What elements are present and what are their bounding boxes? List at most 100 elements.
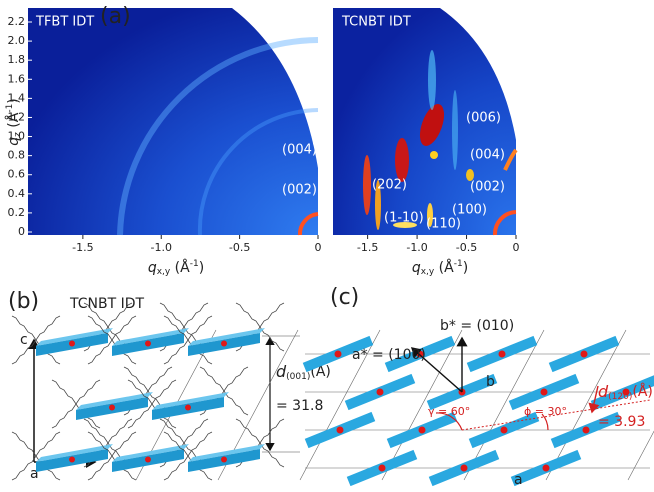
spot (466, 169, 474, 181)
side-chain (87, 431, 113, 457)
peak-label: (110) (426, 217, 461, 232)
axis-label: a (30, 466, 39, 482)
atom (500, 426, 508, 434)
peak-label: (004) (470, 148, 505, 163)
atom (145, 456, 151, 463)
atom (460, 464, 468, 472)
peak-label: (006) (466, 111, 501, 126)
molecule-top (76, 392, 153, 410)
atom (622, 388, 630, 396)
spacing-value: = 31.8 (276, 398, 323, 414)
y-tick-label: 2.2 (8, 15, 26, 28)
side-chain (83, 418, 109, 444)
side-chain (111, 431, 137, 457)
peak-label: (1-10) (384, 211, 424, 226)
atom (145, 340, 151, 347)
atom (580, 350, 588, 358)
panel-label: (a) (100, 4, 131, 29)
x-tick-label: -0.5 (229, 241, 250, 254)
side-chain (163, 315, 189, 341)
atom (540, 388, 548, 396)
side-chain (163, 431, 189, 457)
y-tick-label: 1.6 (8, 72, 26, 85)
molecule-top (188, 444, 265, 462)
spacing-label: d(120)(Å) (598, 382, 653, 402)
spot (375, 180, 381, 230)
side-chain (87, 339, 113, 365)
side-chain (35, 431, 61, 457)
angle-label: γ = 60° (428, 405, 470, 418)
side-chain (107, 302, 133, 328)
peak-label: (004) (282, 143, 317, 158)
molecule-top (36, 328, 113, 346)
peak-label: (202) (372, 178, 407, 193)
side-chain (111, 315, 137, 341)
atom (582, 426, 590, 434)
atom (376, 388, 384, 396)
image-title: TFBT IDT (35, 15, 94, 30)
side-chain (159, 302, 185, 328)
atom (336, 426, 344, 434)
spacing-value: = 3.93 (598, 414, 645, 430)
side-chain (83, 302, 109, 328)
molecule-top (36, 444, 113, 462)
spot (430, 151, 438, 159)
side-chain (11, 339, 37, 365)
side-chain (159, 418, 185, 444)
x-tick-label: -1.0 (151, 241, 172, 254)
b-star-label: b* = (010) (440, 318, 514, 334)
giwaxs-image-left (28, 8, 318, 235)
a-star-label: a* = (100) (352, 347, 426, 363)
side-chain (127, 379, 153, 405)
side-chain (187, 315, 213, 341)
side-chain (151, 379, 177, 405)
molecule-top (112, 444, 189, 462)
axis-label: a (514, 472, 523, 488)
atom (221, 456, 227, 463)
peak-label: (100) (452, 203, 487, 218)
angle-arc (435, 412, 463, 431)
x-tick-label: -1.5 (72, 241, 93, 254)
axis-label: c (20, 332, 28, 348)
atom (185, 404, 191, 411)
x-tick-label: -1.5 (357, 241, 378, 254)
side-chain (259, 418, 285, 444)
angle-arc (541, 413, 549, 431)
side-chain (35, 315, 61, 341)
atom (221, 340, 227, 347)
side-chain (51, 403, 77, 429)
atom (418, 426, 426, 434)
spot (419, 104, 445, 146)
atom (69, 340, 75, 347)
diffraction-peak (297, 212, 319, 236)
side-chain (123, 366, 149, 392)
x-axis-label: qx,y (Å-1) (148, 259, 204, 277)
image-title: TCNBT IDT (341, 15, 411, 30)
atom (498, 350, 506, 358)
y-tick-label: 0 (18, 225, 25, 238)
side-chain (259, 326, 285, 352)
side-chain (75, 379, 101, 405)
lattice-line (627, 430, 654, 481)
side-chain (11, 455, 37, 481)
side-chain (163, 339, 189, 365)
spot (428, 50, 436, 110)
y-axis-label: qz (Å-1) (5, 98, 23, 146)
side-chain (183, 418, 209, 444)
lattice-line (381, 329, 463, 481)
molecule-top (152, 392, 229, 410)
diffraction-spots (363, 50, 518, 236)
side-chain (223, 390, 249, 416)
side-chain (163, 455, 189, 481)
peak-label: (002) (470, 180, 505, 195)
spot (395, 138, 409, 182)
x-tick-label: 0 (513, 241, 520, 254)
spot (427, 203, 433, 227)
atom (378, 464, 386, 472)
x-tick-label: -1.0 (406, 241, 427, 254)
atom (109, 404, 115, 411)
diffraction-peak (503, 148, 518, 171)
panel-label: (c) (330, 285, 359, 310)
side-chain (127, 403, 153, 429)
